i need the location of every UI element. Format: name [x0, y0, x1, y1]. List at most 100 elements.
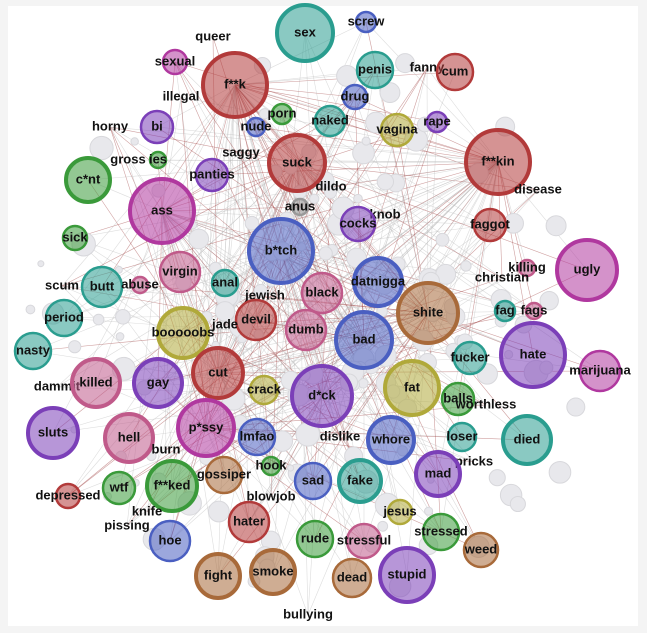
- node-label: gay: [147, 374, 170, 389]
- background-node: [115, 308, 131, 325]
- node-label: bullying: [283, 606, 333, 621]
- edge: [272, 161, 499, 573]
- node-label: hate: [520, 346, 547, 361]
- node-label: nasty: [16, 342, 51, 357]
- node-label: cocks: [340, 215, 377, 230]
- node-label: crack: [247, 381, 282, 396]
- node-label: period: [44, 309, 84, 324]
- node-label: fat: [404, 379, 421, 394]
- node: [501, 414, 553, 466]
- background-node: [539, 291, 559, 311]
- background-node: [244, 215, 260, 231]
- node: [499, 321, 567, 389]
- node-label: d*ck: [308, 387, 336, 402]
- background-node: [377, 520, 389, 532]
- node: [293, 461, 333, 501]
- node-label: ugly: [574, 261, 601, 276]
- node-label: stressful: [337, 532, 391, 547]
- node: [452, 340, 488, 376]
- node: [290, 364, 354, 428]
- node: [440, 381, 476, 417]
- node-label: black: [305, 284, 339, 299]
- node: [247, 217, 315, 285]
- node-label: devil: [241, 311, 271, 326]
- node-label: dildo: [315, 178, 346, 193]
- background-node: [130, 137, 139, 146]
- node-label: balls: [443, 390, 473, 405]
- node: [493, 299, 517, 323]
- node: [191, 346, 245, 400]
- background-node: [395, 53, 416, 74]
- node-label: mad: [425, 465, 452, 480]
- node: [148, 150, 168, 170]
- node: [210, 268, 240, 298]
- edge: [179, 271, 365, 341]
- node-label: jesus: [382, 503, 416, 518]
- node: [26, 406, 80, 460]
- node-label: bi: [151, 118, 163, 133]
- node-label: gossiper: [197, 466, 251, 481]
- node-label: killing: [508, 259, 546, 274]
- background-node: [352, 141, 375, 165]
- node: [237, 417, 277, 457]
- node: [354, 10, 378, 34]
- node-label: anal: [212, 274, 238, 289]
- node: [435, 52, 475, 92]
- background-node: [376, 173, 395, 191]
- node: [290, 197, 310, 217]
- edge: [312, 312, 429, 482]
- background-node: [361, 136, 371, 146]
- node-label: stupid: [388, 566, 427, 581]
- node: [194, 157, 230, 193]
- node-label: whore: [371, 431, 410, 446]
- edge: [217, 84, 236, 577]
- node: [300, 271, 344, 315]
- node: [345, 522, 383, 560]
- node-label: loser: [446, 428, 477, 443]
- node-label: ies: [149, 151, 167, 166]
- background-node: [214, 301, 236, 322]
- edge: [234, 84, 258, 438]
- edge: [217, 312, 429, 374]
- node-label: fake: [347, 472, 373, 487]
- node-label: christian: [475, 269, 529, 284]
- node: [578, 349, 622, 393]
- node: [378, 546, 436, 604]
- background-node: [424, 506, 434, 516]
- edge: [321, 269, 588, 397]
- node-label: worthless: [455, 396, 517, 411]
- node: [61, 224, 89, 252]
- edge: [109, 126, 207, 429]
- node-label: smoke: [252, 563, 293, 578]
- node: [352, 256, 404, 308]
- node-label: vagina: [376, 121, 418, 136]
- node: [156, 306, 210, 360]
- node: [148, 519, 192, 563]
- node-label: horny: [92, 118, 129, 133]
- node-label: f**ked: [154, 477, 191, 492]
- node-label: fucker: [450, 349, 489, 364]
- node-label: panties: [189, 166, 235, 181]
- node-label: hoe: [158, 532, 181, 547]
- node-label: c*nt: [76, 171, 101, 186]
- background-node: [435, 232, 450, 247]
- edge: [101, 162, 298, 288]
- node: [249, 548, 297, 596]
- node-label: penis: [358, 61, 392, 76]
- node: [313, 104, 347, 138]
- node-label: faggot: [470, 216, 510, 231]
- node-label: dammit: [34, 378, 81, 393]
- background-node: [309, 193, 320, 205]
- node: [555, 238, 619, 302]
- node-label: gross: [110, 151, 145, 166]
- node-label: screw: [348, 13, 386, 28]
- edge: [156, 126, 499, 163]
- node: [145, 459, 199, 513]
- background-node: [353, 193, 363, 204]
- node-label: f**kin: [481, 153, 514, 168]
- edge: [304, 32, 429, 314]
- node-label: shite: [413, 304, 443, 319]
- node: [331, 557, 373, 599]
